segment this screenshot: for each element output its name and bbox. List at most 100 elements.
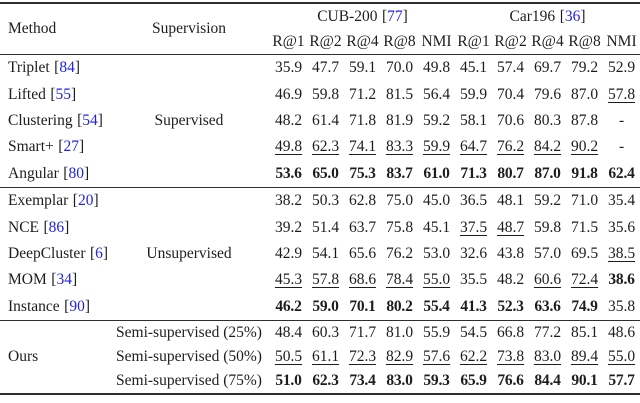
citation-number: 84: [59, 59, 75, 77]
table-row: Semi-supervised (75%) 51.0 62.3 73.4 83.0 59.…: [0, 369, 640, 394]
metric-cell: 71.7: [348, 324, 377, 341]
table-row: Smart+ [27] 49.8 62.3 74.1 83.3 59.9 64.7 76.2 84…: [0, 134, 640, 160]
citation-link[interactable]: [90]: [64, 298, 90, 315]
method-cell: Instance [90]: [0, 294, 108, 321]
metric-cell: 53.0: [422, 244, 451, 262]
metric-cell: 51.4: [311, 218, 340, 236]
bracket: ]: [71, 271, 78, 289]
metric-header: R@1: [272, 32, 305, 50]
metric-cell: 60.3: [311, 324, 340, 341]
metric-cell: -: [618, 138, 625, 156]
citation-number: 6: [95, 244, 103, 262]
metric-cell: 42.9: [274, 244, 303, 262]
bracket: [: [54, 59, 60, 77]
metric-header: R@8: [568, 32, 601, 50]
metric-cell: 46.9: [274, 85, 303, 103]
metric-cell: 52.3: [497, 297, 524, 315]
citation-link[interactable]: [34]: [51, 271, 77, 288]
citation-number: 54: [82, 111, 98, 129]
header-group-row: Method Supervision CUB-200 [77] Car196 [36…: [0, 3, 640, 38]
metric-header: R@4: [531, 32, 564, 50]
metric-cell: 54.1: [311, 244, 340, 262]
citation-link[interactable]: [20]: [73, 192, 99, 209]
metric-cell: 71.5: [570, 218, 599, 236]
metric-cell: 47.7: [311, 59, 340, 77]
metric-cell: 38.2: [274, 192, 303, 210]
citation-link[interactable]: [54]: [77, 112, 103, 129]
metric-cell: 72.3: [348, 348, 377, 366]
citation-link[interactable]: [84]: [54, 59, 80, 76]
method-name: Angular: [8, 164, 59, 182]
metric-cell: 70.0: [385, 59, 414, 77]
metric-cell: 71.3: [460, 164, 487, 182]
metric-cell: 62.3: [311, 138, 340, 156]
method-cell: Smart+ [27]: [0, 134, 108, 160]
metric-cell: 36.5: [459, 192, 488, 210]
citation-link[interactable]: [6]: [90, 245, 108, 262]
method-name: Lifted: [8, 85, 46, 103]
method-cell: Lifted [55]: [0, 81, 108, 107]
bracket: [: [381, 7, 388, 25]
metric-cell: 38.5: [607, 244, 636, 262]
metric-cell: 41.3: [460, 297, 487, 315]
metric-cell: 54.5: [459, 324, 488, 341]
metric-cell: 56.4: [422, 85, 451, 103]
metric-header: R@2: [494, 32, 527, 50]
metric-cell: 80.3: [533, 111, 562, 129]
metric-cell: 69.5: [570, 244, 599, 262]
metric-cell: 65.9: [460, 372, 487, 390]
metric-cell: 76.2: [385, 244, 414, 262]
table-row: Clustering [54] 48.2 61.4 71.8 81.9 59.2 58.1 70…: [0, 108, 640, 134]
metric-cell: 51.0: [275, 372, 302, 390]
metric-cell: 53.6: [275, 164, 302, 182]
metric-cell: 48.2: [274, 111, 303, 129]
metric-cell: 59.9: [459, 85, 488, 103]
citation-link[interactable]: [55]: [50, 86, 76, 103]
metric-cell: 77.2: [533, 324, 562, 341]
metric-cell: 83.0: [533, 348, 562, 366]
method-cell: DeepCluster [6]: [0, 241, 108, 267]
metric-header: R@2: [309, 32, 342, 50]
metric-cell: 69.7: [533, 59, 562, 77]
metric-cell: 57.0: [533, 244, 562, 262]
supervision-cell: Semi-supervised (75%): [116, 372, 262, 390]
citation-link[interactable]: [77]: [382, 8, 408, 25]
citation-link[interactable]: [86]: [44, 219, 70, 236]
citation-number: 80: [68, 164, 84, 182]
col-header-method: Method: [8, 20, 57, 37]
metric-cell: 60.6: [533, 271, 562, 289]
header-metric-row: R@1 R@2 R@4 R@8 NMI R@1 R@2 R@4 R@8 NMI: [0, 29, 640, 55]
method-name: Triplet: [8, 59, 50, 77]
method-cell: Ours: [8, 348, 39, 366]
metric-cell: 90.1: [571, 372, 598, 390]
table-section: Exemplar [20] Unsupervised 38.2 50.3 62.8 75.0…: [0, 187, 640, 320]
table-row: NCE [86] 39.2 51.4 63.7 75.8 45.1 37.5 48.7 59.8 7…: [0, 214, 640, 240]
metric-cell: 61.4: [311, 111, 340, 129]
method-name: MOM: [8, 271, 47, 289]
metric-cell: 35.5: [459, 271, 488, 289]
metric-cell: 61.1: [311, 348, 340, 366]
table-row: Triplet [84] Supervised 35.9 47.7 59.1 70.0 49.…: [0, 55, 640, 129]
metric-cell: 45.1: [422, 218, 451, 236]
metric-cell: 79.2: [570, 59, 599, 77]
metric-cell: 85.1: [570, 324, 599, 341]
bracket: [: [63, 164, 69, 182]
citation-number: 86: [48, 218, 65, 236]
metric-cell: 66.8: [496, 324, 525, 341]
metric-cell: 49.8: [422, 59, 451, 77]
method-cell: Exemplar [20]: [0, 187, 108, 214]
method-cell: Clustering [54]: [0, 108, 108, 134]
table-row: Semi-supervised (50%) 50.5 61.1 72.3 82.9 57.…: [0, 345, 640, 369]
method-name: NCE: [8, 218, 39, 236]
citation-link[interactable]: [80]: [63, 165, 89, 182]
citation-link[interactable]: [36]: [560, 8, 586, 25]
metric-cell: -: [618, 111, 625, 129]
bracket: ]: [78, 138, 85, 156]
method-cell: Angular [80]: [0, 161, 108, 188]
citation-link[interactable]: [27]: [58, 138, 84, 155]
metric-cell: 49.8: [274, 138, 303, 156]
metric-cell: 91.8: [571, 164, 598, 182]
metric-cell: 78.4: [385, 271, 414, 289]
metric-cell: 73.8: [496, 348, 525, 366]
metric-cell: 87.0: [534, 164, 561, 182]
